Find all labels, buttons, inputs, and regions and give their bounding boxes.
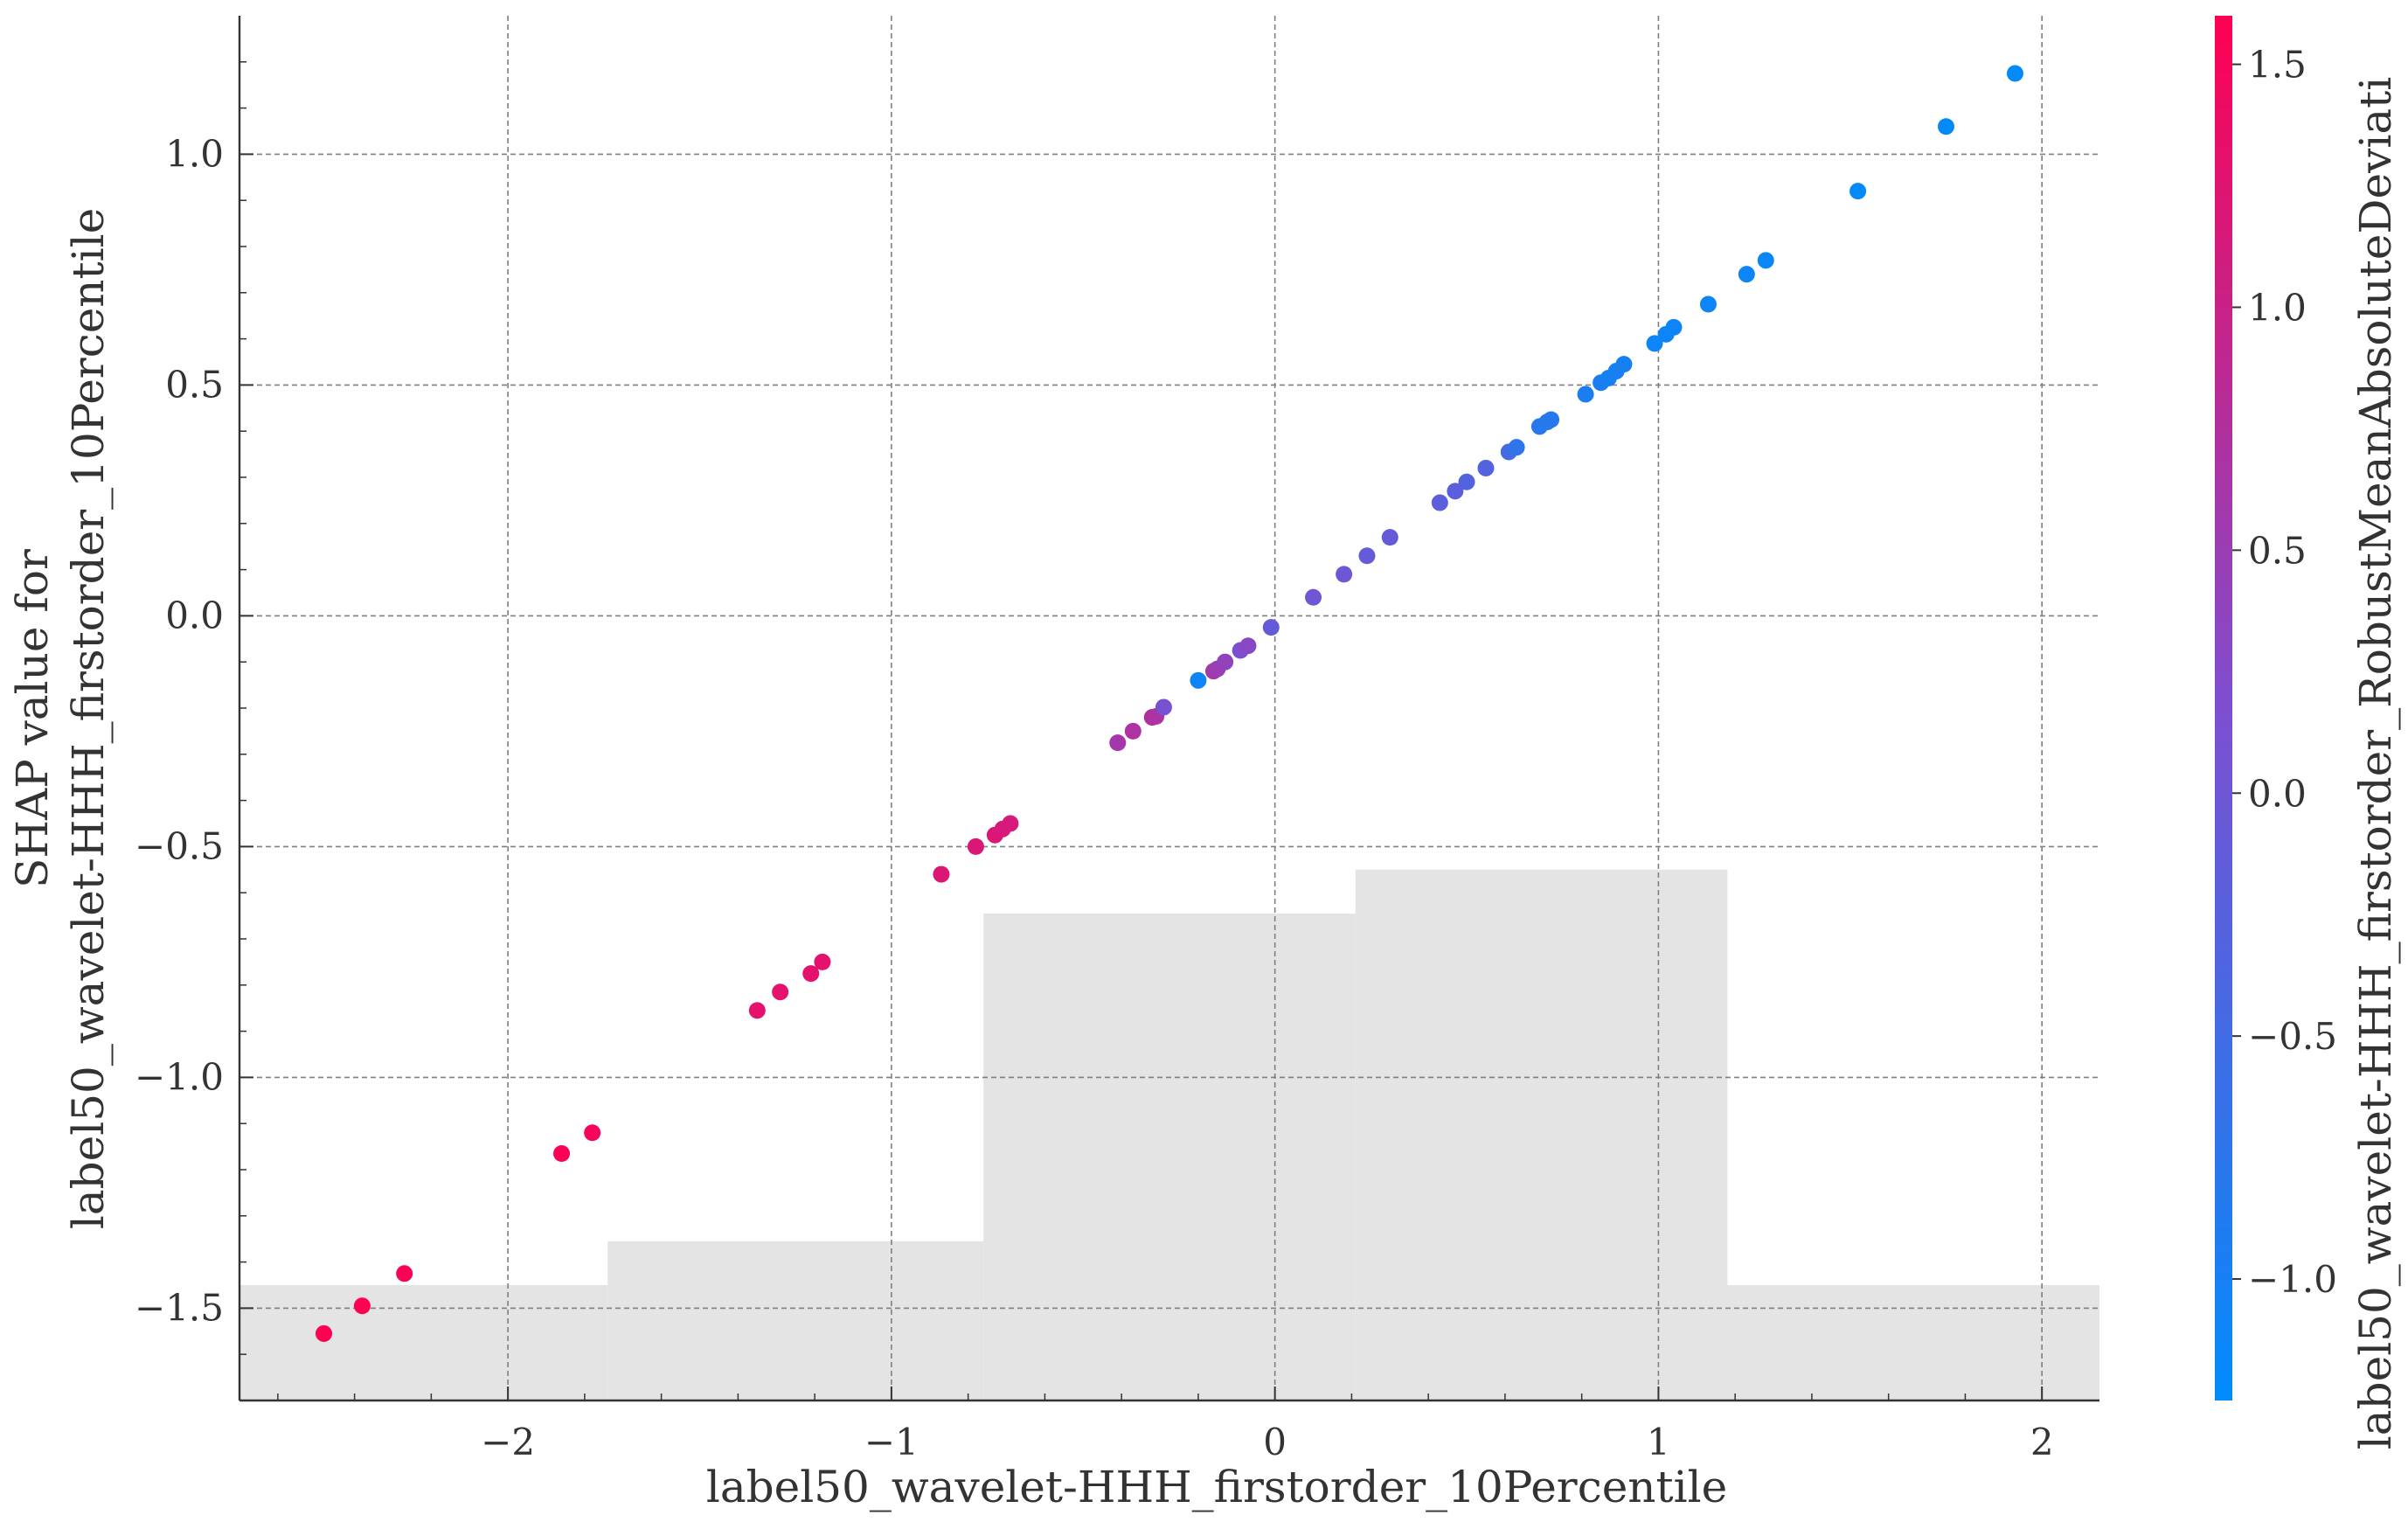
colorbar-bar xyxy=(2215,16,2232,1400)
y-tick-label-3: 0.0 xyxy=(165,594,224,636)
data-point-47 xyxy=(1699,295,1717,313)
grid-lines xyxy=(239,16,2099,1400)
y-tick-label-0: −1.5 xyxy=(135,1286,224,1329)
data-point-2 xyxy=(396,1265,413,1282)
data-point-24 xyxy=(1239,637,1257,655)
x-axis-label: label50_wavelet-HHH_firstorder_10Percent… xyxy=(706,1462,1727,1512)
y-tick-label-4: 0.5 xyxy=(165,363,224,406)
data-point-22 xyxy=(1217,653,1234,671)
colorbar-tick-label-0: −1.0 xyxy=(2248,1258,2337,1301)
data-point-18 xyxy=(1155,698,1172,716)
y-tick-label-1: −1.0 xyxy=(135,1055,224,1098)
data-point-14 xyxy=(1109,734,1127,752)
data-point-7 xyxy=(802,965,820,983)
histogram-bin-4 xyxy=(1727,1285,2099,1400)
data-point-50 xyxy=(1849,183,1867,200)
data-point-49 xyxy=(1757,252,1774,269)
data-point-10 xyxy=(967,837,984,855)
colorbar: −1.0 −0.5 0.0 0.5 1.0 1.5 xyxy=(2215,16,2337,1400)
x-tick-label-4: 2 xyxy=(2030,1421,2054,1463)
data-point-26 xyxy=(1305,588,1322,606)
data-point-51 xyxy=(1937,118,1954,136)
y-axis-label-line-2: label50_wavelet-HHH_firstorder_10Percent… xyxy=(63,208,114,1229)
colorbar-tick-label-1: −0.5 xyxy=(2248,1015,2337,1058)
colorbar-tick-label-3: 0.5 xyxy=(2248,529,2307,572)
data-point-43 xyxy=(1615,356,1633,373)
data-point-4 xyxy=(584,1124,601,1142)
colorbar-tick-label-5: 1.5 xyxy=(2248,44,2307,87)
data-point-30 xyxy=(1431,494,1448,511)
colorbar-tick-label-2: 0.0 xyxy=(2248,772,2307,815)
histogram-bin-2 xyxy=(983,913,1356,1400)
data-point-3 xyxy=(553,1145,571,1163)
data-point-1 xyxy=(353,1297,371,1315)
y-tick-label-5: 1.0 xyxy=(165,132,224,175)
data-point-32 xyxy=(1458,473,1475,490)
data-point-46 xyxy=(1665,318,1683,336)
x-tick-label-3: 1 xyxy=(1647,1421,1670,1463)
axes-frame xyxy=(238,16,2099,1402)
data-point-5 xyxy=(748,1002,766,1019)
data-point-33 xyxy=(1477,459,1495,476)
data-point-25 xyxy=(1262,619,1280,636)
x-tick-label-1: −1 xyxy=(864,1421,919,1463)
data-point-9 xyxy=(933,865,950,883)
data-point-39 xyxy=(1577,386,1594,403)
y-tick-label-2: −0.5 xyxy=(135,824,224,867)
histogram-bin-0 xyxy=(239,1285,608,1400)
data-point-15 xyxy=(1124,722,1142,740)
x-tick-label-0: −2 xyxy=(481,1421,535,1463)
y-axis-label-line-1: SHAP value for xyxy=(7,549,58,888)
data-point-19 xyxy=(1190,671,1207,689)
data-point-35 xyxy=(1508,439,1525,456)
data-point-44 xyxy=(1646,335,1663,352)
data-point-27 xyxy=(1336,566,1353,583)
x-tick-label-2: 0 xyxy=(1263,1421,1287,1463)
data-point-48 xyxy=(1738,266,1755,283)
histogram-bin-1 xyxy=(607,1241,984,1400)
data-point-6 xyxy=(772,983,789,1001)
data-point-38 xyxy=(1543,411,1560,428)
data-point-0 xyxy=(316,1324,333,1342)
tick-labels: −2 −1 0 1 2 −1.5 −1.0 −0.5 0.0 0.5 1.0 xyxy=(135,132,2054,1463)
data-point-13 xyxy=(1002,815,1019,832)
data-point-52 xyxy=(2006,65,2023,82)
data-point-28 xyxy=(1358,547,1376,565)
data-point-8 xyxy=(814,953,831,970)
scatter-points xyxy=(316,65,2023,1342)
colorbar-label: label50_wavelet-HHH_firstorder_RobustMea… xyxy=(2350,77,2401,1449)
colorbar-tick-label-4: 1.0 xyxy=(2248,286,2307,329)
feature-histogram xyxy=(239,869,2099,1400)
histogram-bin-3 xyxy=(1355,869,1728,1400)
data-point-31 xyxy=(1447,483,1464,500)
data-point-29 xyxy=(1381,529,1398,546)
